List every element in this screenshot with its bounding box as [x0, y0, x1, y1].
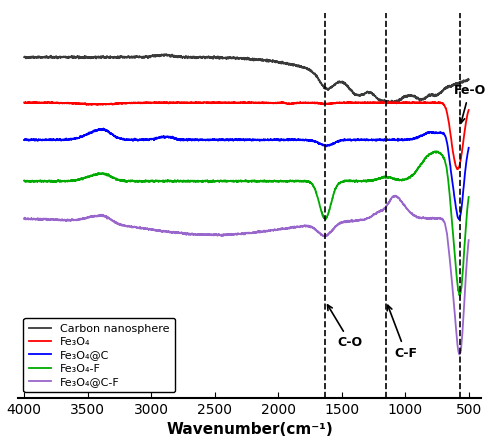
Fe₃O₄@C — [101, 126, 107, 131]
Line: Fe₃O₄: Fe₃O₄ — [24, 102, 469, 169]
Fe₃O₄ — [21, 100, 27, 105]
Text: Fe-O: Fe-O — [453, 84, 486, 123]
Fe₃O₄@C — [432, 130, 437, 136]
Fe₃O₄ — [182, 100, 188, 105]
Fe₃O₄@C — [21, 137, 27, 143]
Line: Carbon nanosphere: Carbon nanosphere — [24, 54, 469, 103]
Fe₃O₄-F — [114, 177, 120, 182]
Fe₃O₄ — [432, 100, 437, 105]
Fe₃O₄@C-F — [21, 216, 27, 222]
Carbon nanosphere — [432, 93, 437, 99]
Fe₃O₄@C — [114, 135, 120, 140]
Fe₃O₄@C — [231, 137, 237, 142]
Fe₃O₄@C-F — [304, 223, 310, 229]
Fe₃O₄-F — [431, 149, 437, 155]
Carbon nanosphere — [285, 61, 291, 66]
Fe₃O₄-F — [304, 179, 310, 184]
Carbon nanosphere — [182, 55, 188, 61]
Fe₃O₄@C-F — [432, 215, 437, 221]
Carbon nanosphere — [231, 55, 237, 61]
Fe₃O₄@C-F — [285, 225, 291, 231]
Carbon nanosphere — [161, 52, 167, 57]
Fe₃O₄ — [31, 99, 37, 105]
Fe₃O₄-F — [434, 148, 440, 154]
Fe₃O₄@C-F — [392, 193, 398, 198]
Text: C-O: C-O — [327, 305, 363, 350]
Legend: Carbon nanosphere, Fe₃O₄, Fe₃O₄@C, Fe₃O₄-F, Fe₃O₄@C-F: Carbon nanosphere, Fe₃O₄, Fe₃O₄@C, Fe₃O₄… — [23, 318, 175, 392]
Line: Fe₃O₄@C: Fe₃O₄@C — [24, 128, 469, 219]
Fe₃O₄@C-F — [456, 352, 462, 357]
Fe₃O₄-F — [231, 179, 237, 184]
Fe₃O₄-F — [182, 179, 188, 184]
Fe₃O₄ — [114, 101, 120, 106]
Carbon nanosphere — [114, 55, 120, 60]
Fe₃O₄ — [466, 107, 472, 113]
Fe₃O₄@C — [466, 145, 472, 151]
Line: Fe₃O₄@C-F: Fe₃O₄@C-F — [24, 196, 469, 354]
Carbon nanosphere — [304, 66, 310, 71]
Fe₃O₄ — [454, 167, 460, 172]
Fe₃O₄ — [285, 101, 291, 107]
Fe₃O₄-F — [21, 178, 27, 183]
Line: Fe₃O₄-F: Fe₃O₄-F — [24, 151, 469, 295]
Fe₃O₄-F — [456, 293, 462, 298]
Fe₃O₄ — [304, 100, 310, 105]
Fe₃O₄@C-F — [231, 231, 237, 237]
Fe₃O₄-F — [285, 179, 291, 184]
Fe₃O₄@C — [285, 138, 291, 143]
Fe₃O₄ — [231, 100, 237, 105]
Fe₃O₄@C — [182, 137, 188, 143]
X-axis label: Wavenumber(cm⁻¹): Wavenumber(cm⁻¹) — [166, 423, 333, 437]
Fe₃O₄@C — [304, 138, 310, 143]
Text: C-F: C-F — [387, 305, 417, 360]
Fe₃O₄@C — [456, 217, 462, 222]
Fe₃O₄-F — [466, 194, 472, 200]
Carbon nanosphere — [466, 77, 472, 82]
Fe₃O₄@C-F — [114, 221, 120, 226]
Carbon nanosphere — [387, 100, 393, 105]
Carbon nanosphere — [21, 54, 27, 60]
Fe₃O₄@C-F — [466, 237, 472, 243]
Fe₃O₄@C-F — [182, 230, 188, 236]
